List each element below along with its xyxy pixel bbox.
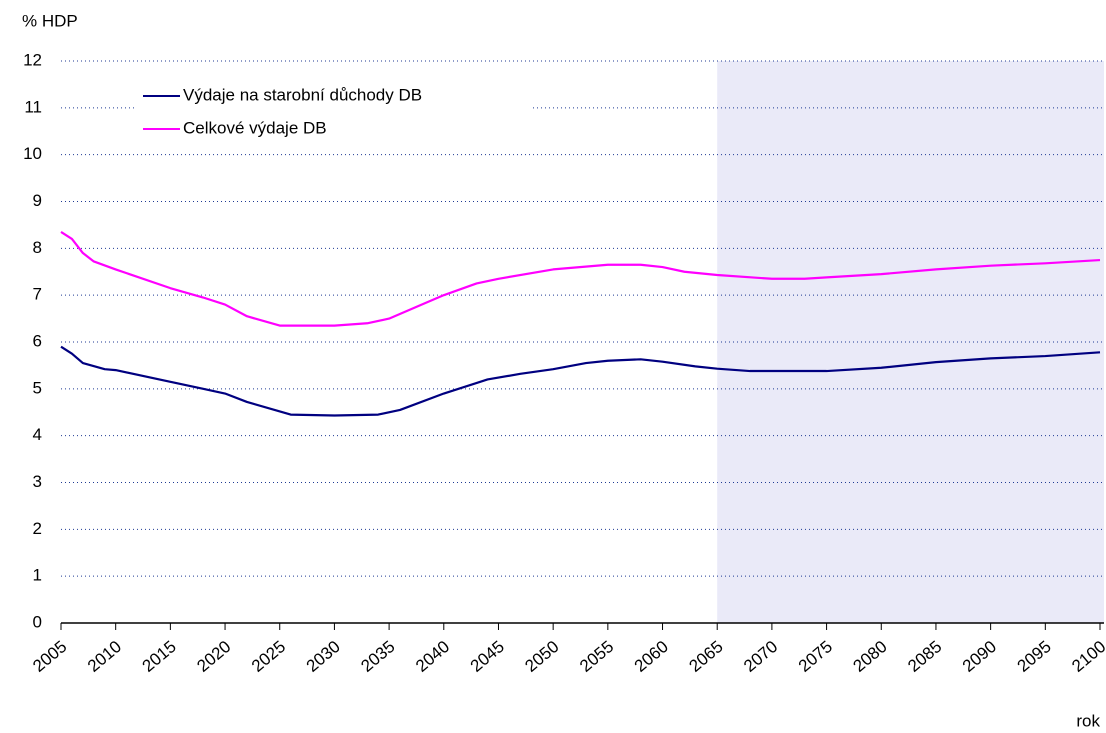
y-tick-label: 8 <box>33 238 42 257</box>
x-tick-label: 2085 <box>904 637 945 676</box>
y-tick-label: 7 <box>33 285 42 304</box>
y-tick-label: 4 <box>33 425 42 444</box>
x-tick-label: 2080 <box>850 637 891 676</box>
y-tick-label: 12 <box>23 50 42 69</box>
legend-label: Celkové výdaje DB <box>183 118 327 137</box>
x-tick-label: 2100 <box>1068 637 1106 676</box>
x-tick-label: 2095 <box>1014 637 1055 676</box>
legend-box <box>135 78 530 146</box>
y-tick-label: 1 <box>33 566 42 585</box>
x-tick-label: 2010 <box>84 637 125 676</box>
x-tick-label: 2030 <box>303 637 344 676</box>
x-tick-label: 2005 <box>29 637 70 676</box>
y-tick-label: 11 <box>24 97 42 116</box>
x-tick-label: 2090 <box>959 637 1000 676</box>
y-tick-label: 9 <box>33 191 42 210</box>
x-tick-label: 2025 <box>248 637 289 676</box>
data-line <box>60 345 1101 417</box>
x-tick-label: 2020 <box>193 637 234 676</box>
y-tick-label: 6 <box>33 331 42 350</box>
legend: Výdaje na starobní důchody DB Celkové výd… <box>135 78 530 146</box>
x-tick-label: 2075 <box>795 637 836 676</box>
x-tick-label: 2060 <box>631 637 672 676</box>
legend-label: Výdaje na starobní důchody DB <box>183 85 422 104</box>
y-tick-label: 3 <box>33 472 42 491</box>
x-tick-label: 2065 <box>685 637 726 676</box>
x-tick-label: 2040 <box>412 637 453 676</box>
data-line <box>60 231 1101 327</box>
x-tick-label: 2055 <box>576 637 617 676</box>
y-tick-label: 5 <box>33 378 42 397</box>
x-tick-label: 2045 <box>467 637 508 676</box>
y-axis-label: % HDP <box>22 11 78 30</box>
x-axis-label: rok <box>1076 711 1100 730</box>
x-tick-label: 2015 <box>139 637 180 676</box>
x-tick-label: 2050 <box>521 637 562 676</box>
x-tick-label: 2035 <box>357 637 398 676</box>
y-tick-label: 2 <box>33 519 42 538</box>
x-tick-label: 2070 <box>740 637 781 676</box>
y-tick-label: 0 <box>33 612 42 631</box>
y-tick-label: 10 <box>23 144 42 163</box>
